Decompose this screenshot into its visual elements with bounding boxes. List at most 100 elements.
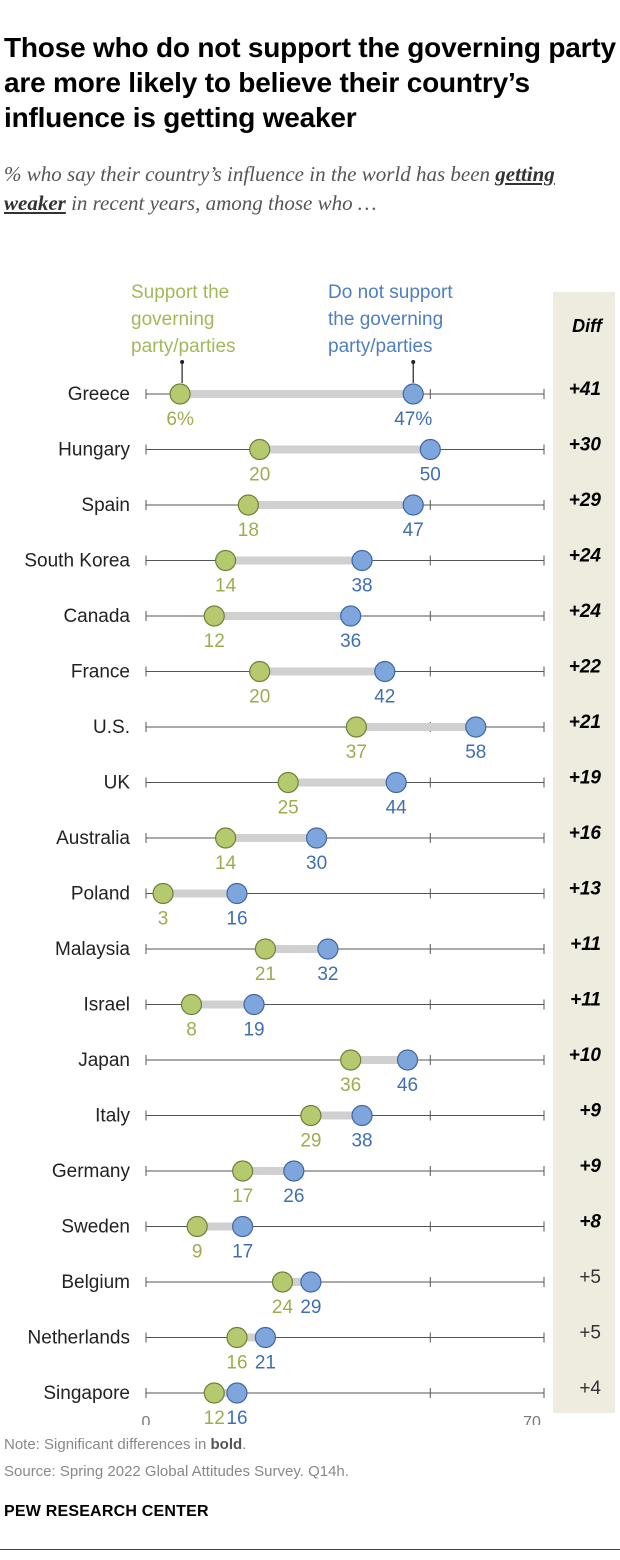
chart-note: Note: Significant differences in bold. <box>4 1436 246 1453</box>
support-dot <box>186 1215 208 1238</box>
x-tick-label-min: 0 <box>142 1414 151 1425</box>
not-support-value-label: 47% <box>394 409 432 430</box>
not-support-dot <box>226 1382 248 1404</box>
x-tick-label-max: 70 <box>523 1414 541 1425</box>
country-label: Singapore <box>43 1383 130 1404</box>
not-support-dot <box>232 1215 254 1238</box>
not-support-value-label: 38 <box>351 576 372 597</box>
support-value-label: 18 <box>238 520 259 541</box>
not-support-dot <box>305 827 328 849</box>
subtitle-text: % who say their country’s influence in t… <box>4 162 496 186</box>
diff-value: +9 <box>579 1101 601 1122</box>
diff-value: +16 <box>569 823 602 844</box>
not-support-dot <box>283 1160 305 1182</box>
subtitle-text-end: in recent years, among those who … <box>65 191 377 215</box>
support-value-label: 37 <box>346 742 367 763</box>
not-support-value-label: 42 <box>374 687 395 708</box>
support-value-label: 25 <box>278 798 299 819</box>
support-value-label: 20 <box>249 687 270 708</box>
support-dot <box>237 494 259 516</box>
not-support-value-label: 36 <box>340 631 361 652</box>
support-value-label: 36 <box>340 1075 361 1096</box>
legend-not-support-line: the governing <box>328 309 443 330</box>
support-dot <box>271 1271 294 1293</box>
chart-source: Source: Spring 2022 Global Attitudes Sur… <box>4 1463 349 1480</box>
diff-value: +9 <box>579 1156 601 1177</box>
diff-value: +8 <box>579 1212 601 1233</box>
country-label: Italy <box>95 1106 130 1127</box>
support-value-label: 20 <box>249 465 270 486</box>
country-label: Belgium <box>61 1272 130 1293</box>
brand-logo-text: PEW RESEARCH CENTER <box>4 1503 209 1520</box>
legend-not-support-line: party/parties <box>328 336 433 357</box>
legend-not-support-pointer-dot <box>411 360 416 364</box>
chart-subtitle: % who say their country’s influence in t… <box>4 160 616 218</box>
support-dot <box>300 1104 322 1127</box>
support-value-label: 9 <box>192 1242 203 1263</box>
diff-value: +10 <box>569 1045 602 1066</box>
support-dot <box>232 1160 254 1182</box>
support-dot <box>340 1049 362 1071</box>
not-support-dot <box>254 1326 276 1349</box>
not-support-value-label: 16 <box>226 909 247 930</box>
legend-support-line: party/parties <box>131 336 236 357</box>
support-value-label: 21 <box>255 964 276 985</box>
diff-value: +21 <box>569 712 601 733</box>
country-label: Sweden <box>61 1217 130 1238</box>
subtitle-emphasis: getting weaker <box>4 162 555 215</box>
not-support-value-label: 17 <box>232 1242 253 1263</box>
diff-value: +11 <box>570 990 601 1011</box>
dot-plot-chart: Diff Support the governing party/parties Do … <box>24 282 615 1425</box>
diff-value: +5 <box>579 1323 601 1344</box>
country-label: Greece <box>68 384 130 405</box>
country-label: Poland <box>71 884 130 905</box>
country-label: UK <box>104 773 131 794</box>
not-support-dot <box>385 771 407 794</box>
support-dot <box>169 383 191 405</box>
country-label: Hungary <box>58 440 130 461</box>
support-dot <box>249 660 271 683</box>
not-support-dot <box>300 1271 322 1293</box>
diff-value: +41 <box>569 379 601 400</box>
country-label: Spain <box>81 495 130 516</box>
not-support-value-label: 29 <box>300 1297 321 1318</box>
not-support-value-label: 19 <box>243 1020 264 1041</box>
support-dot <box>215 549 237 572</box>
diff-column-panel <box>553 292 615 1413</box>
country-label: Israel <box>84 995 130 1016</box>
chart-title: Those who do not support the governing p… <box>4 32 616 133</box>
support-dot <box>226 1326 248 1349</box>
country-label: Canada <box>63 606 130 627</box>
not-support-dot <box>351 549 373 572</box>
not-support-value-label: 46 <box>397 1075 418 1096</box>
legend-not-support-line: Do not support <box>328 282 453 303</box>
note-bold: bold <box>210 1436 243 1453</box>
support-value-label: 14 <box>215 853 237 874</box>
diff-value: +19 <box>569 768 602 789</box>
not-support-value-label: 47 <box>403 520 424 541</box>
country-label: Australia <box>56 828 130 849</box>
legend-support-pointer-dot <box>180 360 185 364</box>
support-value-label: 12 <box>204 1408 225 1425</box>
not-support-dot <box>243 993 265 1016</box>
support-dot <box>152 882 174 905</box>
country-label: U.S. <box>93 717 130 738</box>
country-label: Netherlands <box>28 1328 130 1349</box>
diff-value: +30 <box>569 435 602 456</box>
support-value-label: 6% <box>166 409 194 430</box>
diff-value: +24 <box>569 601 602 622</box>
diff-value: +5 <box>579 1267 601 1288</box>
diff-value: +24 <box>569 546 602 567</box>
not-support-value-label: 16 <box>226 1408 247 1425</box>
legend-support-line: governing <box>131 309 214 330</box>
country-label: South Korea <box>24 551 130 572</box>
support-dot <box>203 605 225 627</box>
diff-header: Diff <box>572 316 604 336</box>
support-dot <box>345 716 367 738</box>
diff-value: +13 <box>569 879 602 900</box>
not-support-dot <box>374 660 396 683</box>
country-label: France <box>71 662 130 683</box>
support-dot <box>277 771 299 794</box>
support-value-label: 29 <box>300 1131 321 1152</box>
support-dot <box>215 827 237 849</box>
